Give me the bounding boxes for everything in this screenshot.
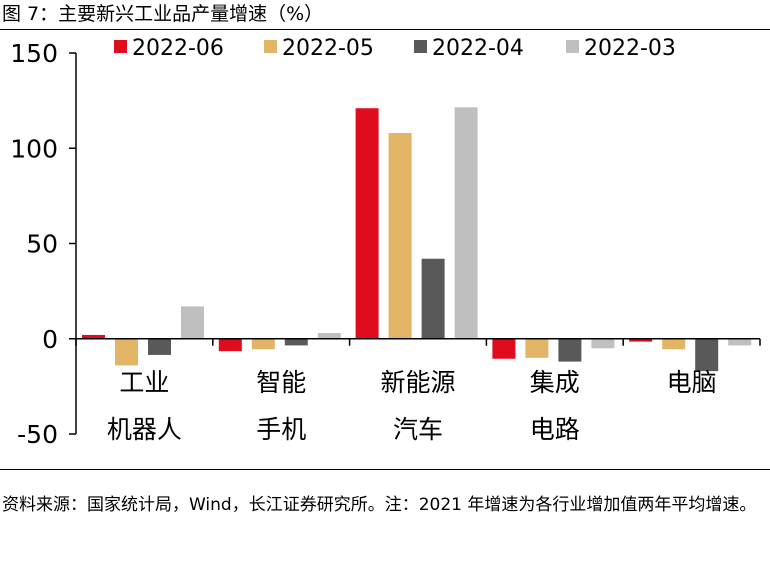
legend-swatch: [414, 40, 427, 53]
legend-label: 2022-06: [132, 36, 224, 61]
legend-swatch: [566, 40, 579, 53]
y-tick-label: 150: [10, 39, 58, 68]
bar: [115, 338, 138, 366]
bar: [525, 338, 549, 358]
bar: [388, 133, 412, 339]
legend-label: 2022-03: [584, 36, 676, 61]
legend-swatch: [264, 40, 277, 53]
bar: [728, 338, 752, 346]
x-tick-label: 智能: [256, 368, 306, 397]
y-tick-label: 0: [42, 325, 58, 354]
legend-item: 2022-03: [566, 36, 676, 61]
legend-item: 2022-04: [414, 36, 524, 61]
bar: [284, 338, 308, 346]
x-tick-label: 机器人: [107, 415, 182, 444]
source-note: 资料来源：国家统计局，Wind，长江证券研究所。注：2021 年增速为各行业增加…: [2, 495, 757, 515]
legend-item: 2022-05: [264, 36, 374, 61]
bar: [591, 338, 615, 349]
bar: [148, 338, 171, 355]
bar: [492, 338, 516, 359]
bar: [82, 334, 105, 339]
bar: [317, 333, 341, 339]
y-tick-label: -50: [17, 420, 58, 449]
bar: [251, 338, 275, 350]
source-rule: [0, 469, 770, 470]
y-tick-label: 50: [26, 230, 58, 259]
legend-label: 2022-04: [432, 36, 524, 61]
legend-item: 2022-06: [114, 36, 224, 61]
figure-title: 图 7：主要新兴工业品产量增速（%）: [2, 3, 324, 25]
x-tick-label: 手机: [256, 415, 306, 444]
title-rule: [0, 29, 770, 30]
x-tick-label: 新能源: [380, 368, 455, 397]
legend: 2022-06 2022-05 2022-04 2022-03: [114, 36, 676, 61]
x-tick-label: 电脑: [667, 368, 717, 397]
bar-chart: 2022-06 2022-05 2022-04 2022-03 -50 0 50 10…: [10, 36, 761, 449]
bar: [355, 108, 379, 339]
bar: [421, 258, 445, 339]
bar: [181, 306, 204, 339]
bar: [558, 338, 582, 362]
legend-swatch: [114, 40, 127, 53]
y-tick-label: 100: [10, 134, 58, 163]
bar: [454, 107, 478, 339]
x-tick-label: 电路: [530, 415, 580, 444]
y-axis: -50 0 50 100 150: [10, 39, 77, 449]
bar: [629, 338, 653, 342]
bars: [82, 107, 752, 372]
bar: [662, 338, 686, 350]
x-tick-label: 工业: [119, 368, 169, 397]
legend-label: 2022-05: [282, 36, 374, 61]
bar: [218, 338, 242, 352]
x-tick-label: 集成: [530, 368, 580, 397]
x-tick-label: 汽车: [393, 415, 443, 444]
bar: [695, 338, 719, 372]
